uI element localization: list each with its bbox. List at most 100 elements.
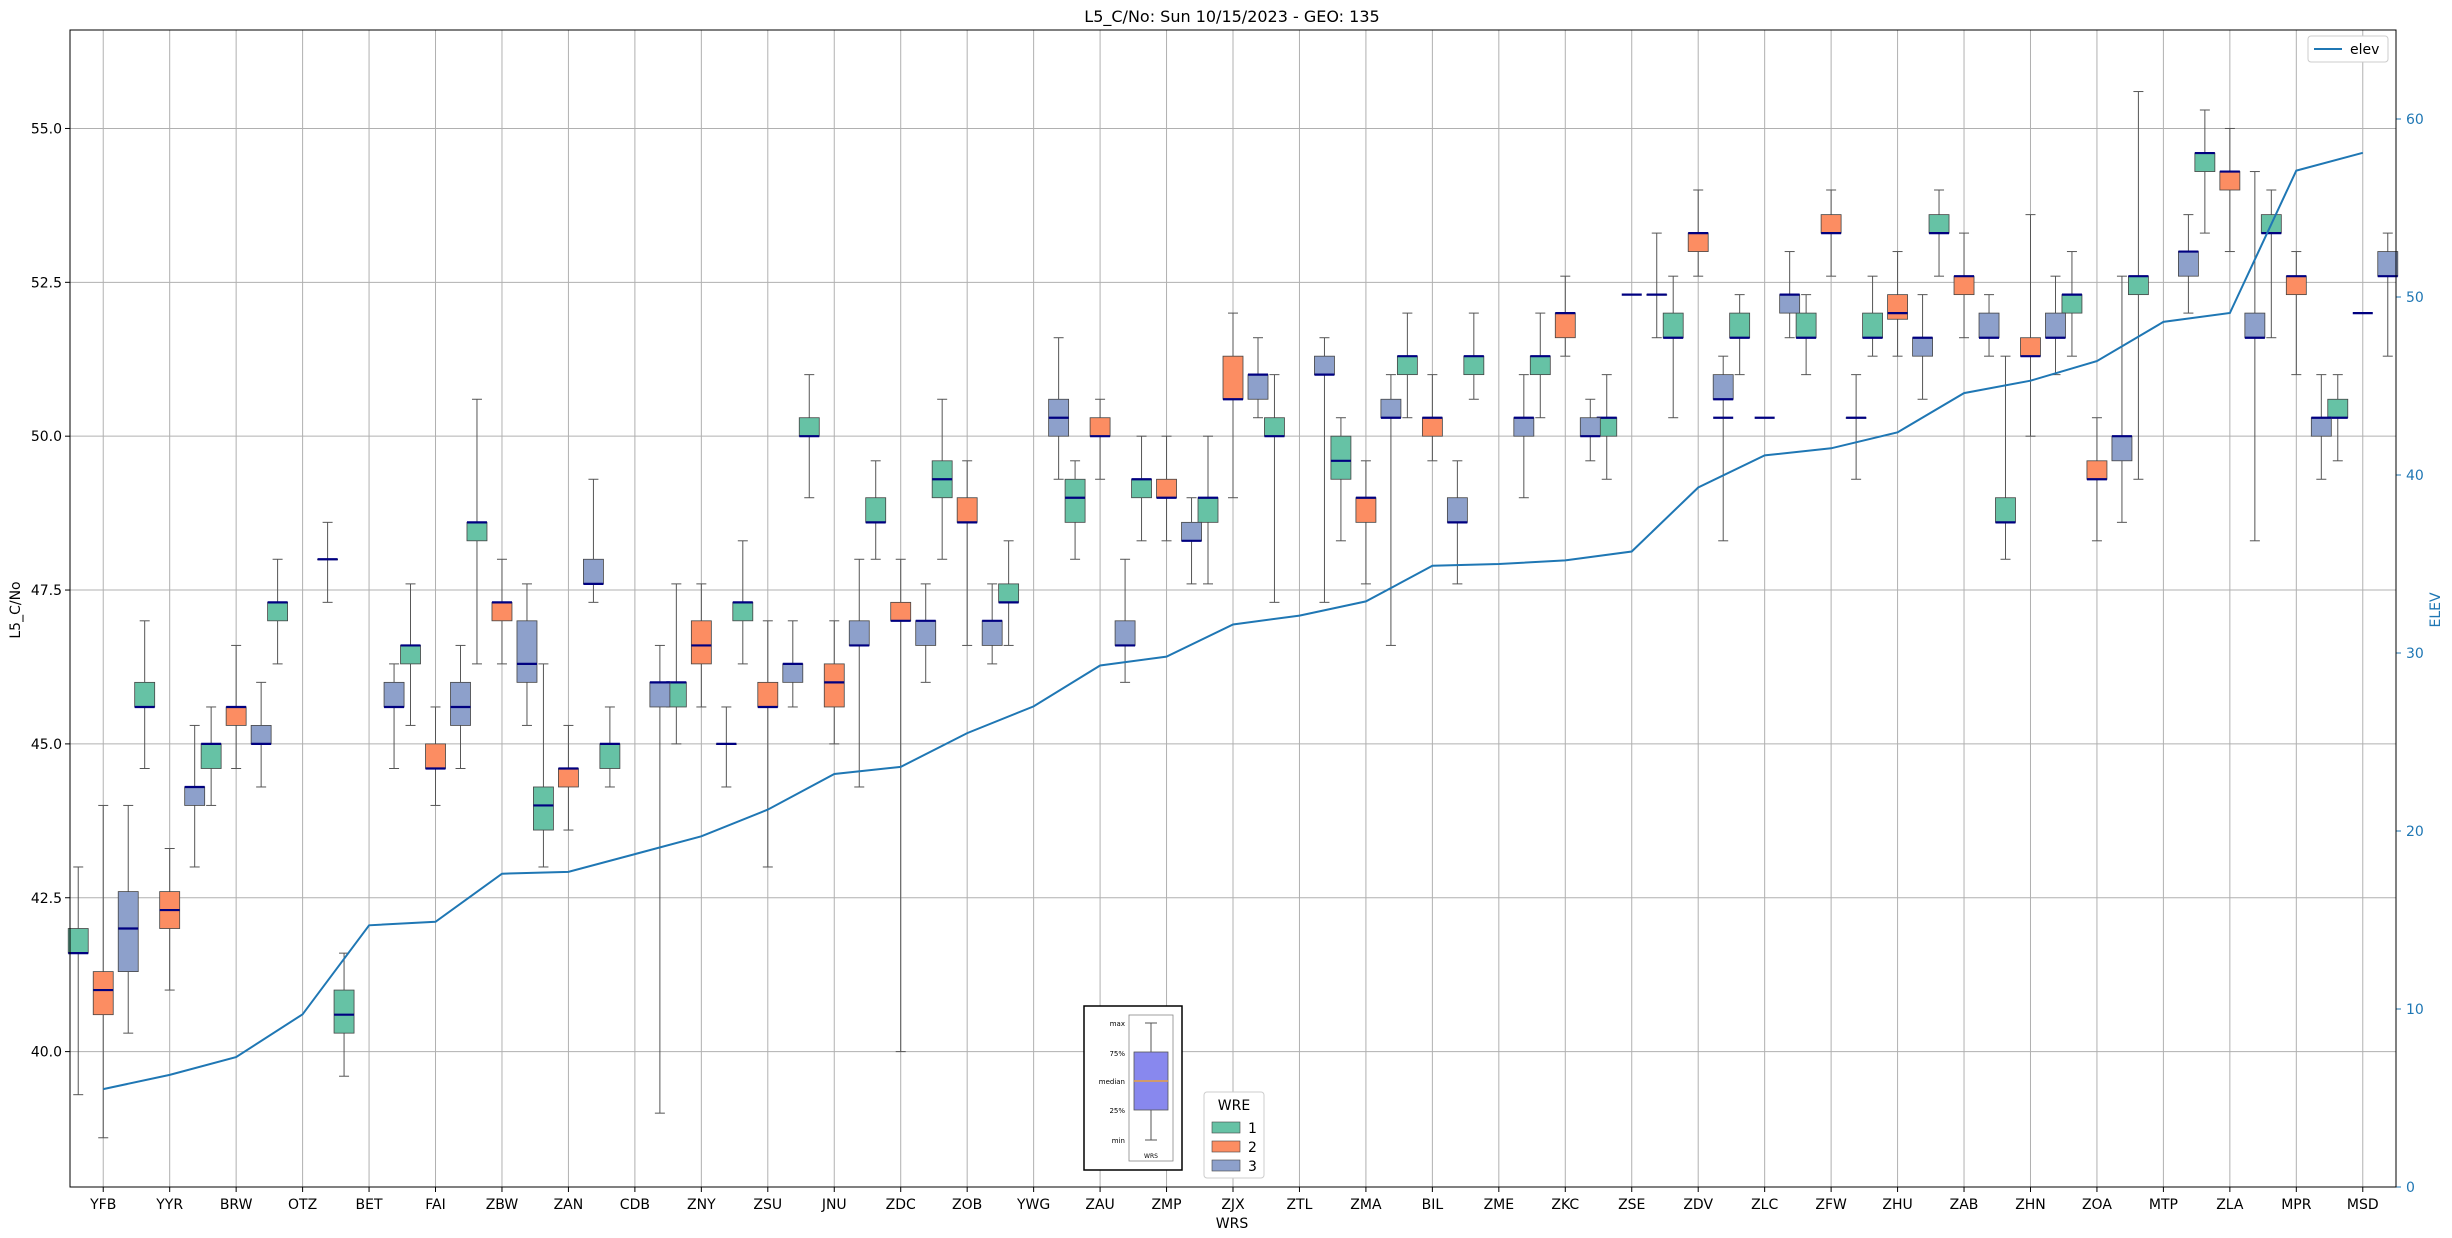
legend-elev-box <box>2307 35 2389 63</box>
x-tick-label: YWG <box>1016 1197 1050 1213</box>
box-body <box>798 417 820 437</box>
y2-axis-label: ELEV <box>2428 592 2444 627</box>
box-wre-3-mpr <box>2310 374 2332 480</box>
x-tick-label: ZMP <box>1151 1197 1181 1213</box>
box-wre-1-jnu <box>798 374 820 499</box>
legend-wre-swatch-2 <box>1211 1140 1241 1153</box>
x-tick-label: MSD <box>2347 1197 2379 1213</box>
y-tick-label: 42.5 <box>31 891 62 907</box>
box-wre-3-zla <box>2244 171 2266 542</box>
box-wre-1-ztl <box>1264 374 1285 603</box>
box-body <box>250 725 272 745</box>
x-tick-label: YYR <box>155 1197 183 1213</box>
box-wre-3-zab <box>1978 294 2000 357</box>
box-body <box>2177 251 2199 277</box>
box-wre-1-zlc <box>1729 294 1751 376</box>
box-body <box>583 558 604 585</box>
box-body <box>732 601 754 622</box>
box-wre-3-zme <box>1513 374 1535 499</box>
box-wre-2-zla <box>2219 127 2241 253</box>
box-wre-3-fai <box>450 644 471 770</box>
box-wre-1-mtp <box>2127 91 2149 480</box>
box-body <box>890 601 912 622</box>
box-body <box>956 497 978 523</box>
box-body <box>1712 374 1734 400</box>
legend-wre-title: WRE <box>1218 1098 1250 1114</box>
x-tick-label: ZTL <box>1286 1197 1312 1213</box>
box-wre-2-zhn <box>2020 214 2041 437</box>
box-wre-2-zoa <box>2086 417 2108 542</box>
axes-frame <box>69 29 2397 1188</box>
box-wre-3-zmp <box>1181 497 1202 585</box>
box-body <box>117 891 139 973</box>
box-wre-1-bet <box>333 952 355 1077</box>
box-wre-3-ztl <box>1314 337 1335 603</box>
box-wre-1-zan <box>533 663 554 868</box>
box-body <box>782 663 804 683</box>
box-wre-1-cdb <box>599 706 621 788</box>
box-wre-1-zab <box>1928 189 1950 277</box>
y2-tick-label: 30 <box>2406 646 2424 662</box>
box-body <box>2020 337 2041 357</box>
box-body <box>1355 497 1377 523</box>
y2-tick-label: 50 <box>2406 290 2424 306</box>
box-body <box>1953 275 1975 296</box>
x-tick-label: ZBW <box>486 1197 519 1213</box>
box-body <box>1156 478 1177 499</box>
x-tick-label: ZHN <box>2015 1197 2046 1213</box>
box-wre-1-zma <box>1330 417 1352 542</box>
box-body <box>1554 312 1576 339</box>
box-wre-3-zoa <box>2111 275 2133 523</box>
box-body <box>2111 435 2133 462</box>
box-body <box>1330 435 1352 480</box>
box-body <box>2310 417 2332 437</box>
box-body <box>1222 355 1244 400</box>
x-tick-label: JNU <box>821 1197 847 1213</box>
box-wre-1-zoa <box>2061 251 2083 357</box>
inset-label: min <box>1112 1137 1125 1145</box>
plot-area: 40.0 42.5 45.0 47.5 50.0 52.5 55.0 YFB YYR BRW OTZ… <box>31 29 2424 1213</box>
x-tick-label: BRW <box>220 1197 253 1213</box>
box-body <box>1114 620 1136 646</box>
legend-wre-swatch-1 <box>1211 1121 1241 1134</box>
box-body <box>1795 312 1817 339</box>
box-body <box>450 681 471 726</box>
legend-wre-label-1: 1 <box>1248 1121 1257 1137</box>
box-body <box>2061 294 2083 314</box>
y2-tick-label: 60 <box>2406 112 2424 128</box>
box-body <box>981 620 1003 646</box>
y2-tick-label: 10 <box>2406 1002 2424 1018</box>
chart-title: L5_C/No: Sun 10/15/2023 - GEO: 135 <box>1084 7 1379 27</box>
box-wre-3-zlc <box>1779 251 1801 339</box>
box-wre-2-zny <box>690 583 712 708</box>
box-body <box>1380 398 1402 419</box>
box-wre-1-ywg <box>998 540 1020 646</box>
box-body <box>690 620 712 665</box>
box-body <box>1314 355 1335 376</box>
box-wre-2-zdc <box>890 558 912 1053</box>
box-body <box>200 743 222 769</box>
y2-tick-label: 0 <box>2406 1180 2415 1196</box>
box-wre-3-zau <box>1114 558 1136 683</box>
box-body <box>998 583 1020 603</box>
box-wre-3-cdb <box>649 644 671 1114</box>
box-body <box>333 989 355 1034</box>
x-tick-label: ZSE <box>1618 1197 1645 1213</box>
x-tick-label: MPR <box>2281 1197 2312 1213</box>
box-wre-2-zab <box>1953 232 1975 339</box>
box-body <box>491 601 513 622</box>
box-body <box>184 786 206 806</box>
x-tick-label: ZHU <box>1882 1197 1912 1213</box>
box-body <box>1197 497 1219 523</box>
y-tick-label: 55.0 <box>31 121 62 137</box>
x-tick-label: ZAB <box>1950 1197 1979 1213</box>
box-wre-1-msd <box>2327 374 2349 462</box>
box-body <box>225 706 247 726</box>
box-wre-1-yfb <box>67 866 89 1096</box>
box-wre-3-msd <box>2377 232 2399 357</box>
box-wre-1-zmp <box>1131 435 1152 542</box>
box-wre-3-mtp <box>2177 214 2199 314</box>
y2-tick-label: 40 <box>2406 468 2424 484</box>
box-wre-1-zfw <box>1795 294 1817 376</box>
